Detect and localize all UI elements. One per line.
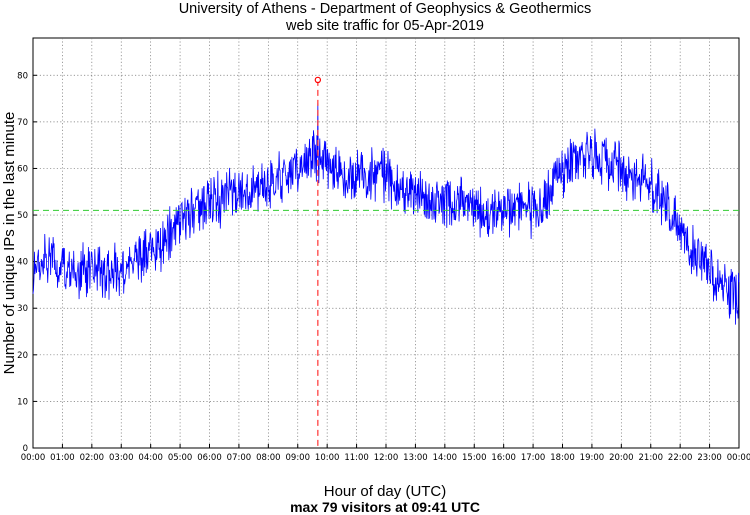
y-tick-label: 10 xyxy=(17,397,28,407)
chart-overlays xyxy=(33,76,739,448)
x-tick-label: 13:00 xyxy=(403,453,428,463)
x-tick-label: 17:00 xyxy=(521,453,546,463)
x-tick-label: 22:00 xyxy=(668,453,693,463)
x-axis-title: Hour of day (UTC) xyxy=(324,483,447,500)
max-point xyxy=(314,76,322,84)
x-tick-label: 01:00 xyxy=(50,453,75,463)
chart-title-line-2: web site traffic for 05-Apr-2019 xyxy=(285,18,484,34)
x-tick-label: 23:00 xyxy=(697,453,722,463)
data-series xyxy=(32,103,740,325)
x-tick-label: 14:00 xyxy=(433,453,458,463)
traffic-line xyxy=(32,103,740,325)
x-tick-label: 10:00 xyxy=(315,453,340,463)
x-tick-label: 18:00 xyxy=(550,453,575,463)
x-tick-label: 09:00 xyxy=(286,453,311,463)
x-tick-label: 05:00 xyxy=(168,453,193,463)
x-tick-label: 04:00 xyxy=(138,453,163,463)
x-tick-label: 08:00 xyxy=(256,453,281,463)
y-tick-label: 40 xyxy=(17,258,28,268)
y-tick-label: 80 xyxy=(17,71,28,81)
x-tick-label: 07:00 xyxy=(227,453,252,463)
x-tick-label: 00:00 xyxy=(21,453,46,463)
max-visitors-note: max 79 visitors at 09:41 UTC xyxy=(290,499,480,515)
x-tick-label: 06:00 xyxy=(197,453,222,463)
y-axis-title: Number of unique IPs in the last minute xyxy=(1,112,18,375)
x-tick-label: 00:00 xyxy=(727,453,750,463)
x-tick-label: 19:00 xyxy=(580,453,605,463)
y-tick-label: 70 xyxy=(17,118,28,128)
y-tick-label: 30 xyxy=(17,304,28,314)
x-tick-label: 16:00 xyxy=(491,453,516,463)
x-tick-label: 02:00 xyxy=(80,453,105,463)
x-tick-label: 11:00 xyxy=(344,453,369,463)
x-tick-label: 15:00 xyxy=(462,453,487,463)
y-tick-label: 60 xyxy=(17,164,28,174)
x-tick-label: 21:00 xyxy=(639,453,664,463)
y-tick-label: 50 xyxy=(17,211,28,221)
chart-title-line-1: University of Athens - Department of Geo… xyxy=(179,1,592,17)
y-tick-label: 20 xyxy=(17,351,28,361)
x-tick-label: 03:00 xyxy=(109,453,134,463)
y-tick-label: 0 xyxy=(23,444,28,454)
axis-ticks: 00:00 01:00 02:00 03:00 04:00 05:00 06:00 07:00… xyxy=(17,71,750,463)
x-tick-label: 20:00 xyxy=(609,453,634,463)
x-tick-label: 12:00 xyxy=(374,453,399,463)
